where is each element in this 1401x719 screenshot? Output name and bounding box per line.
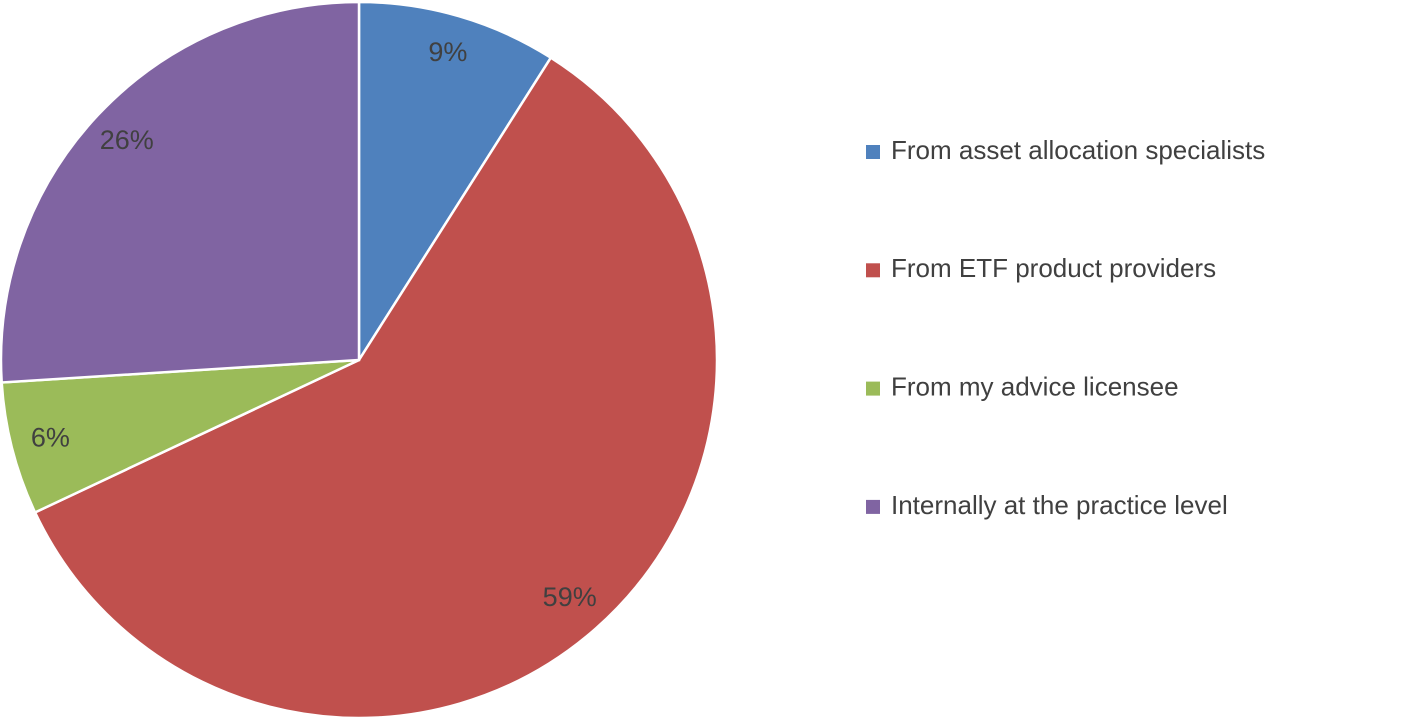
pie-slice <box>357 0 553 365</box>
pie-slice <box>33 56 719 719</box>
legend-label: From ETF product providers <box>891 253 1216 283</box>
legend-swatch <box>866 499 880 514</box>
legend-swatch <box>866 145 880 159</box>
legend-label: Internally at the practice level <box>891 490 1228 520</box>
legend-label: From my advice licensee <box>891 371 1179 401</box>
pie-slice <box>0 0 361 384</box>
pie-slice <box>0 358 360 515</box>
data-label: 9% <box>428 37 467 67</box>
legend-label: From asset allocation specialists <box>891 135 1265 165</box>
data-label: 59% <box>543 582 597 612</box>
data-label: 6% <box>31 422 70 452</box>
legend-swatch <box>866 381 880 396</box>
legend-swatch <box>866 263 880 278</box>
data-label: 26% <box>100 125 154 155</box>
